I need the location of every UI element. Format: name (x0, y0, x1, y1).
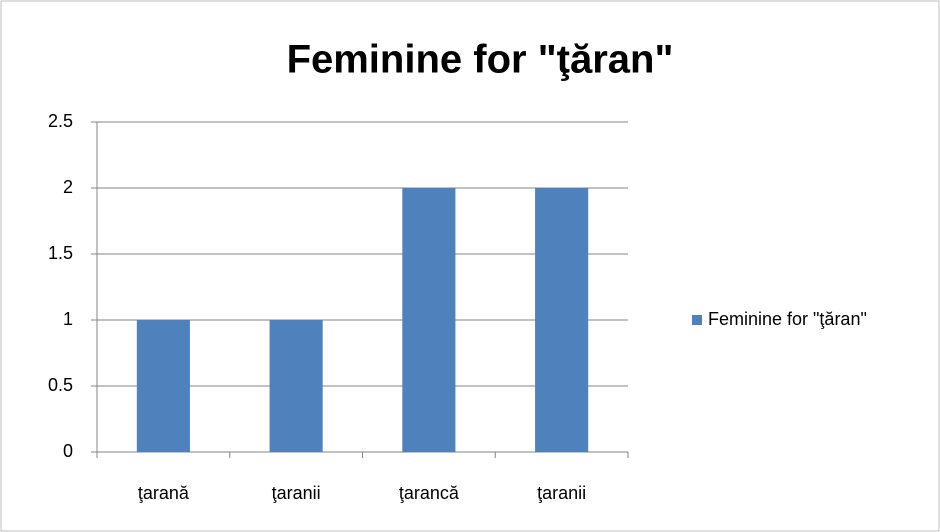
x-tick-label: ţarană (138, 483, 190, 503)
y-tick-label: 2.5 (48, 111, 73, 131)
bar (402, 188, 456, 452)
y-tick-label: 0.5 (48, 375, 73, 395)
legend-label: Feminine for "ţăran" (708, 309, 867, 329)
y-tick-label: 2 (63, 177, 73, 197)
chart-title: Feminine for "ţăran" (287, 38, 674, 82)
x-tick-label: ţaranii (537, 483, 586, 503)
bar (269, 320, 323, 452)
x-tick-label: ţaranii (272, 483, 321, 503)
y-tick-label: 0 (63, 441, 73, 461)
y-tick-label: 1 (63, 309, 73, 329)
bar (136, 320, 190, 452)
legend-swatch (692, 315, 702, 325)
x-tick-label: ţarancă (399, 483, 460, 503)
y-tick-label: 1.5 (48, 243, 73, 263)
bar (535, 188, 589, 452)
